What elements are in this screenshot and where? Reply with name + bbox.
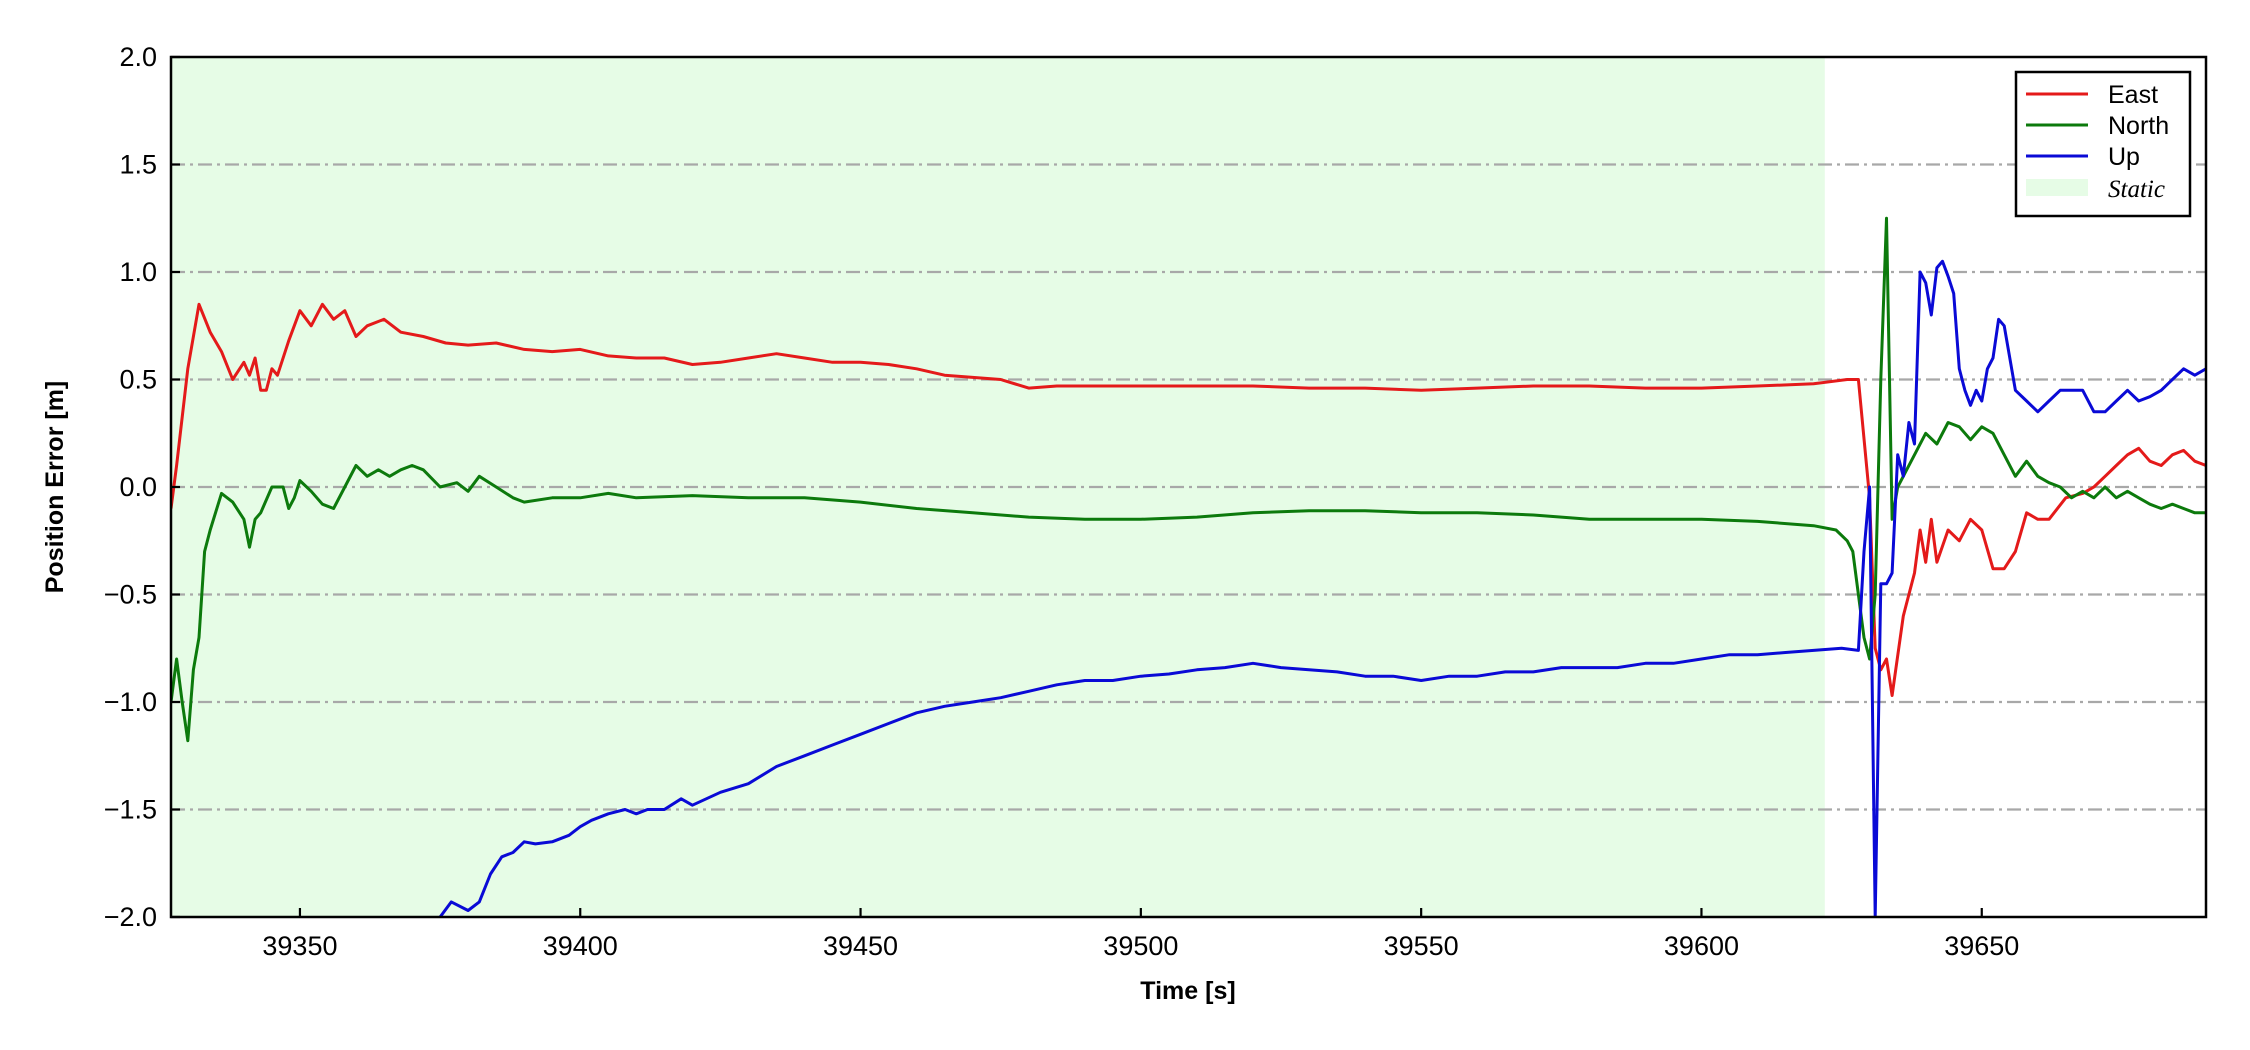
legend: East North Up Static <box>2014 70 2192 218</box>
x-tick-label: 39550 <box>1384 931 1459 961</box>
x-tick-label: 39600 <box>1664 931 1739 961</box>
series-line-north <box>171 216 2206 743</box>
y-axis-title: Position Error [m] <box>41 381 69 594</box>
x-axis: 39350 39400 39450 39500 39550 39600 39650 <box>262 908 2019 961</box>
series-group <box>171 216 2206 917</box>
y-tick-label: −2.0 <box>104 902 157 932</box>
x-tick-label: 39350 <box>262 931 337 961</box>
x-tick-label: 39400 <box>543 931 618 961</box>
legend-label-static: Static <box>2108 176 2165 203</box>
legend-label-north: North <box>2108 112 2169 140</box>
legend-label-up: Up <box>2108 143 2140 171</box>
x-tick-label: 39650 <box>1944 931 2019 961</box>
legend-label-east: East <box>2108 81 2158 109</box>
y-tick-label: 1.5 <box>119 150 157 180</box>
y-tick-label: 2.0 <box>119 42 157 72</box>
series-line-east <box>171 302 2206 697</box>
y-tick-label: 1.0 <box>119 257 157 287</box>
y-tick-label: 0.0 <box>119 472 157 502</box>
y-axis: −2.0 −1.5 −1.0 −0.5 0.0 0.5 1.0 1.5 2.0 <box>104 42 180 932</box>
x-tick-label: 39500 <box>1103 931 1178 961</box>
x-axis-title: Time [s] <box>1140 977 1235 1005</box>
gridlines <box>171 163 2206 811</box>
y-tick-label: 0.5 <box>119 365 157 395</box>
y-tick-label: −1.0 <box>104 687 157 717</box>
legend-swatch-static <box>2026 179 2088 196</box>
series-line-up <box>438 259 2206 917</box>
y-tick-label: −1.5 <box>104 795 157 825</box>
y-tick-label: −0.5 <box>104 580 157 610</box>
x-tick-label: 39450 <box>823 931 898 961</box>
